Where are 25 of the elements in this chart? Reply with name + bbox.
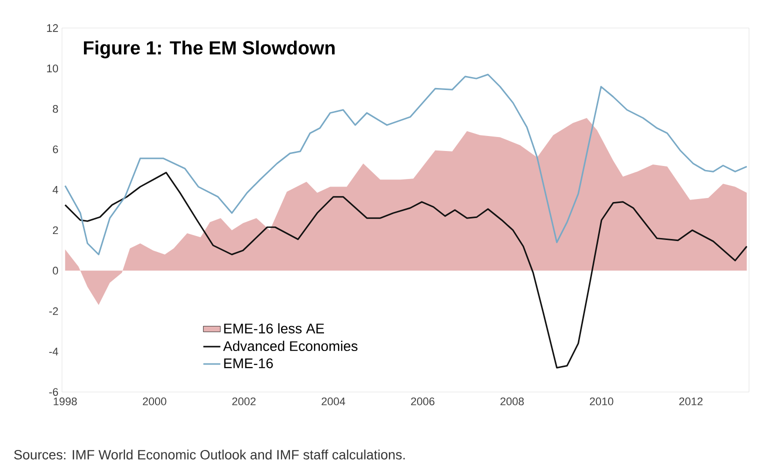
line-series [64,172,748,368]
y-tick-label: 2 [52,226,58,234]
y-tick-label: 6 [52,145,58,154]
legend-label: Advanced Economies [223,340,358,352]
x-tick-label: 2004 [322,398,346,406]
x-tick-label: 1998 [54,398,77,406]
line-series [64,74,748,256]
x-tick-label: 2008 [500,398,524,406]
text: Figure 1: The EM Slowdown [84,40,335,58]
x-tick-label: 2002 [232,398,256,406]
y-tick-label: 0 [52,266,58,275]
legend-label: EME-16 [224,358,273,368]
x-tick-label: 2012 [679,398,703,406]
legend-label: EME-16 less AE [224,323,324,334]
y-tick-label: -4 [49,348,58,356]
y-tick-label: 8 [52,105,58,113]
y-tick-label: 12 [47,24,58,32]
source-note: Sources: IMF World Economic Outlook and IMF staff calculations. [14,450,405,460]
y-tick-label: -6 [49,388,58,396]
x-tick-label: 2000 [142,398,166,406]
y-tick-label: 4 [52,186,58,194]
y-tick-label: -2 [49,307,58,315]
x-tick-label: 2010 [590,398,614,406]
x-tick-label: 2006 [411,398,434,406]
y-tick-label: 10 [47,64,58,72]
